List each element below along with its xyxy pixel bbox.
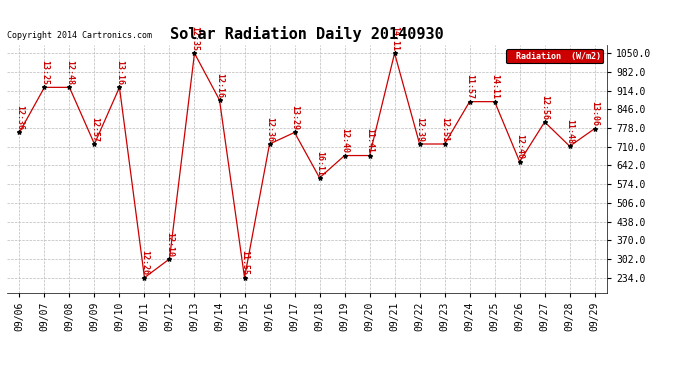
Point (314, 175, 325, 181)
Text: 11:41: 11:41 (365, 128, 374, 153)
Text: 12:35: 12:35 (190, 26, 199, 51)
Point (389, 50, 400, 56)
Point (564, 143, 575, 149)
Text: 16:11: 16:11 (315, 151, 324, 176)
Point (489, 99, 500, 105)
Text: Copyright 2014 Cartronics.com: Copyright 2014 Cartronics.com (7, 31, 152, 40)
Point (189, 50, 200, 56)
Text: 12:40: 12:40 (340, 128, 349, 153)
Point (289, 129, 300, 135)
Text: 11:55: 11:55 (240, 251, 249, 276)
Point (364, 153, 375, 159)
Point (89, 141, 100, 147)
Text: 12:51: 12:51 (440, 117, 449, 142)
Point (39, 84, 50, 90)
Title: Solar Radiation Daily 20140930: Solar Radiation Daily 20140930 (170, 27, 444, 42)
Point (139, 274, 150, 280)
Point (539, 119, 550, 125)
Point (64, 84, 75, 90)
Text: 13:16: 13:16 (115, 60, 124, 85)
Point (339, 153, 350, 159)
Point (439, 141, 450, 147)
Text: 12:57: 12:57 (90, 117, 99, 142)
Text: 12:36: 12:36 (15, 105, 24, 130)
Text: 12:16: 12:16 (215, 73, 224, 98)
Text: 14:11: 14:11 (390, 26, 399, 51)
Point (464, 99, 475, 105)
Text: 12:39: 12:39 (415, 117, 424, 142)
Point (14, 129, 25, 135)
Text: 12:56: 12:56 (540, 95, 549, 120)
Point (514, 159, 525, 165)
Point (214, 97, 225, 103)
Text: 13:06: 13:06 (590, 101, 599, 126)
Text: 12:48: 12:48 (65, 60, 74, 85)
Text: 12:10: 12:10 (165, 232, 174, 257)
Text: 12:36: 12:36 (265, 117, 274, 142)
Point (239, 274, 250, 280)
Text: 13:29: 13:29 (290, 105, 299, 130)
Point (164, 256, 175, 262)
Text: 11:48: 11:48 (565, 119, 574, 144)
Legend: Radiation  (W/m2): Radiation (W/m2) (506, 49, 603, 63)
Point (264, 141, 275, 147)
Point (114, 84, 125, 90)
Text: 11:57: 11:57 (465, 75, 474, 99)
Text: 14:11: 14:11 (490, 75, 499, 99)
Text: 13:25: 13:25 (40, 60, 49, 85)
Text: 12:26: 12:26 (140, 251, 149, 276)
Text: 12:40: 12:40 (515, 134, 524, 159)
Point (414, 141, 425, 147)
Point (589, 126, 600, 132)
